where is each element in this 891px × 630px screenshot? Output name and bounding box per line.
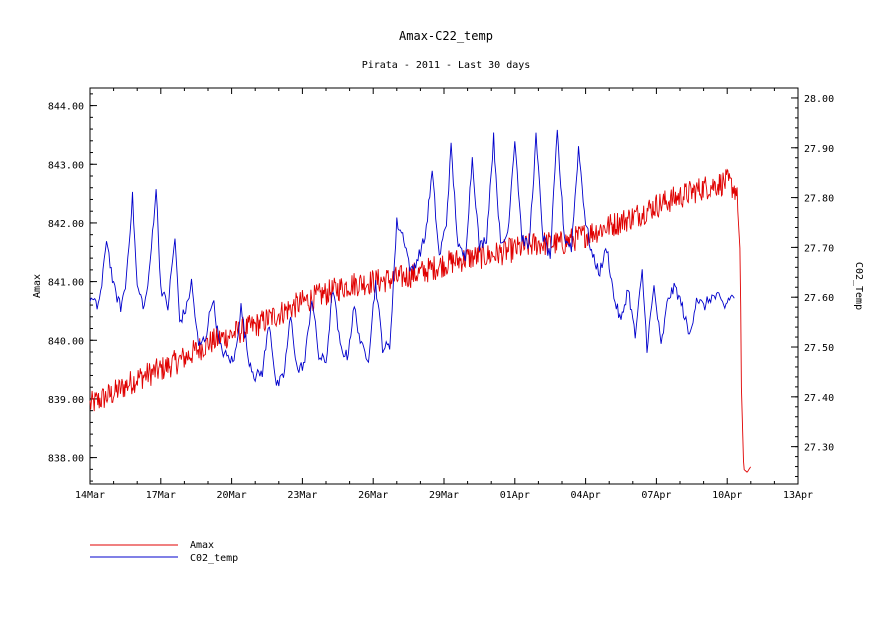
series-layer [89, 129, 751, 473]
x-axis: 14Mar 17Mar 20Mar 23Mar 26Mar 29Mar 01Apr 04Apr… [75, 88, 813, 501]
y-left-tick-label: 839.00 [48, 395, 84, 406]
x-tick-label: 07Apr [641, 490, 671, 501]
legend-label-c02-temp: C02_temp [190, 553, 238, 564]
series-line-c02-temp [89, 129, 735, 387]
x-tick-label: 10Apr [712, 490, 742, 501]
x-tick-label: 23Mar [287, 490, 317, 501]
x-tick-label: 17Mar [146, 490, 176, 501]
legend-label-amax: Amax [190, 540, 214, 551]
y-right-tick-label: 27.40 [804, 393, 834, 404]
y-axis-right: 27.30 27.40 27.50 27.60 27.70 27.80 27.90 28.00 [791, 87, 834, 478]
plot-frame [89, 87, 799, 485]
y-left-tick-label: 842.00 [48, 219, 84, 230]
y-right-tick-label: 27.60 [804, 293, 834, 304]
x-tick-label: 20Mar [217, 490, 247, 501]
series-line-amax [89, 168, 751, 473]
y-right-tick-label: 27.70 [804, 243, 834, 254]
y-axis-right-label: C02_Temp [853, 262, 864, 310]
y-right-tick-label: 28.00 [804, 94, 834, 105]
y-left-tick-label: 840.00 [48, 336, 84, 347]
x-tick-label: 04Apr [571, 490, 601, 501]
x-tick-label: 14Mar [75, 490, 105, 501]
chart-title: Amax-C22_temp [399, 29, 493, 43]
chart-subtitle: Pirata - 2011 - Last 30 days [362, 60, 531, 71]
y-left-tick-label: 844.00 [48, 102, 84, 113]
legend: Amax C02_temp [90, 540, 238, 564]
y-right-tick-label: 27.30 [804, 443, 834, 454]
y-axis-left: 838.00 839.00 840.00 841.00 842.00 843.00 844.… [48, 93, 97, 482]
y-right-tick-label: 27.80 [804, 194, 834, 205]
y-left-tick-label: 838.00 [48, 454, 84, 465]
x-tick-label: 26Mar [358, 490, 388, 501]
y-right-tick-label: 27.90 [804, 144, 834, 155]
y-right-tick-label: 27.50 [804, 343, 834, 354]
x-tick-label: 13Apr [783, 490, 813, 501]
x-tick-label: 29Mar [429, 490, 459, 501]
x-tick-label: 01Apr [500, 490, 530, 501]
y-left-tick-label: 841.00 [48, 278, 84, 289]
y-axis-left-label: Amax [32, 274, 43, 298]
y-left-tick-label: 843.00 [48, 160, 84, 171]
